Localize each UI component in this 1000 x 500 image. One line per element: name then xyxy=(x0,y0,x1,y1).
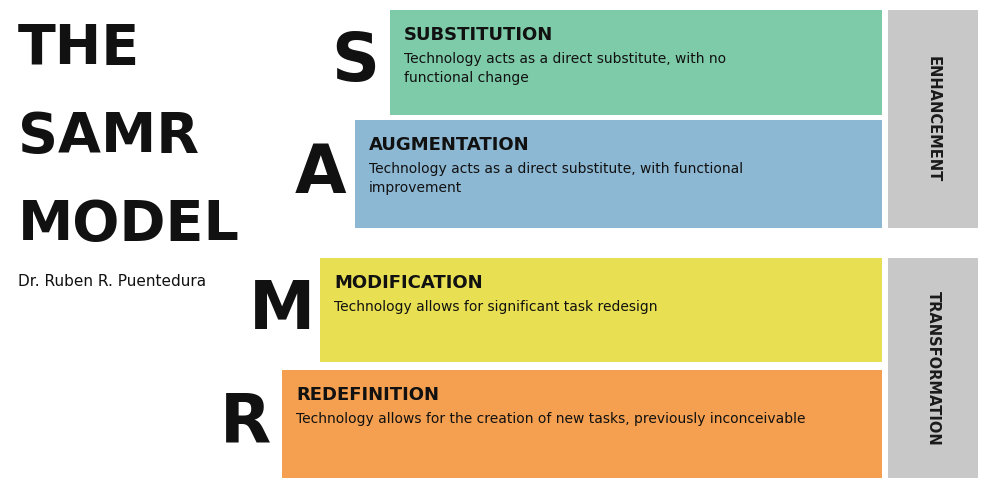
Text: REDEFINITION: REDEFINITION xyxy=(296,386,439,404)
Text: MODEL: MODEL xyxy=(18,198,240,252)
Text: MODIFICATION: MODIFICATION xyxy=(334,274,483,292)
Text: ENHANCEMENT: ENHANCEMENT xyxy=(926,56,940,182)
Bar xyxy=(888,258,978,478)
Text: Technology acts as a direct substitute, with no
functional change: Technology acts as a direct substitute, … xyxy=(404,52,726,85)
Text: Technology acts as a direct substitute, with functional
improvement: Technology acts as a direct substitute, … xyxy=(369,162,743,195)
Text: M: M xyxy=(249,277,315,343)
Text: A: A xyxy=(294,141,346,207)
Bar xyxy=(390,10,882,115)
Bar xyxy=(888,10,978,228)
Text: SUBSTITUTION: SUBSTITUTION xyxy=(404,26,553,44)
Text: S: S xyxy=(331,30,379,96)
Bar xyxy=(282,370,882,478)
Text: AUGMENTATION: AUGMENTATION xyxy=(369,136,530,154)
Bar xyxy=(355,120,882,228)
Text: TRANSFORMATION: TRANSFORMATION xyxy=(926,290,940,446)
Text: SAMR: SAMR xyxy=(18,110,199,164)
Bar xyxy=(320,258,882,362)
Text: Technology allows for the creation of new tasks, previously inconceivable: Technology allows for the creation of ne… xyxy=(296,412,806,426)
Text: THE: THE xyxy=(18,22,140,76)
Text: R: R xyxy=(219,391,271,457)
Text: Dr. Ruben R. Puentedura: Dr. Ruben R. Puentedura xyxy=(18,274,206,289)
Text: Technology allows for significant task redesign: Technology allows for significant task r… xyxy=(334,300,658,314)
